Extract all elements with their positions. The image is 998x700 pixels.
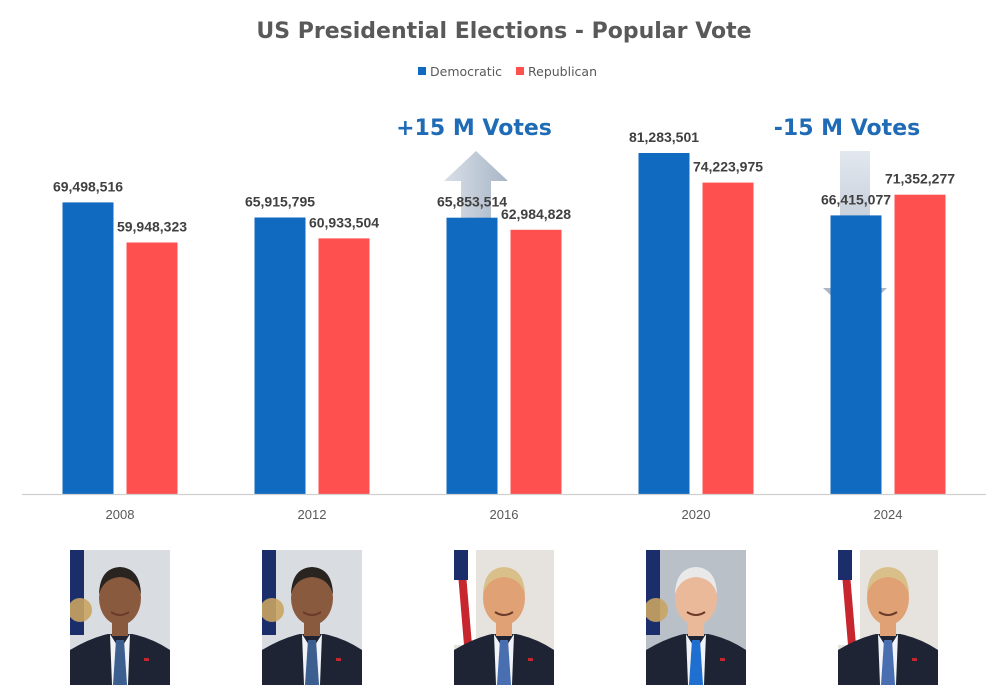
data-label-republican-2016: 62,984,828 [501, 206, 571, 222]
bar-democratic-2012[interactable] [254, 217, 306, 495]
bar-democratic-2020[interactable] [638, 153, 690, 494]
annotation-minus-15m: -15 M Votes [774, 116, 920, 141]
data-label-democratic-2016: 65,853,514 [437, 194, 507, 210]
bar-democratic-2016[interactable] [446, 217, 498, 494]
annotation-plus-15m: +15 M Votes [396, 116, 552, 141]
joe-biden-portrait [646, 550, 746, 685]
legend-item-republican[interactable]: Republican [516, 64, 597, 79]
legend: Democratic Republican [418, 64, 597, 79]
donald-trump-portrait [454, 550, 554, 685]
legend-swatch-democratic [418, 67, 426, 75]
chart-title: US Presidential Elections - Popular Vote [256, 19, 751, 44]
x-tick-label-2008: 2008 [106, 507, 135, 522]
legend-item-democratic[interactable]: Democratic [418, 64, 502, 79]
donald-trump-portrait [838, 550, 938, 685]
data-label-democratic-2008: 69,498,516 [53, 178, 123, 194]
barack-obama-portrait [70, 550, 170, 685]
bar-republican-2024[interactable] [894, 194, 946, 494]
data-label-democratic-2012: 65,915,795 [245, 194, 315, 210]
bar-republican-2016[interactable] [510, 229, 562, 495]
legend-label-republican: Republican [528, 64, 597, 79]
legend-swatch-republican [516, 67, 524, 75]
x-tick-label-2016: 2016 [490, 507, 519, 522]
x-tick-label-2012: 2012 [298, 507, 327, 522]
legend-label-democratic: Democratic [430, 64, 502, 79]
bars [62, 153, 946, 495]
bar-democratic-2008[interactable] [62, 202, 114, 494]
x-tick-label-2024: 2024 [874, 507, 903, 522]
bar-republican-2012[interactable] [318, 238, 370, 494]
bar-republican-2008[interactable] [126, 242, 178, 495]
data-labels: 69,498,516 59,948,323 65,915,795 60,933,504… [53, 129, 955, 235]
barack-obama-portrait [262, 550, 362, 685]
x-tick-label-2020: 2020 [682, 507, 711, 522]
data-label-republican-2024: 71,352,277 [885, 171, 955, 187]
bar-republican-2020[interactable] [702, 182, 754, 494]
x-axis-tick-labels: 2008 2012 2016 2020 2024 [106, 507, 903, 522]
data-label-republican-2008: 59,948,323 [117, 219, 187, 235]
data-label-republican-2020: 74,223,975 [693, 159, 763, 175]
data-label-democratic-2024: 66,415,077 [821, 191, 891, 207]
bar-chart: US Presidential Elections - Popular Vote… [22, 19, 986, 522]
bar-democratic-2024[interactable] [830, 215, 882, 494]
data-label-republican-2012: 60,933,504 [309, 214, 379, 230]
data-label-democratic-2020: 81,283,501 [629, 129, 699, 145]
